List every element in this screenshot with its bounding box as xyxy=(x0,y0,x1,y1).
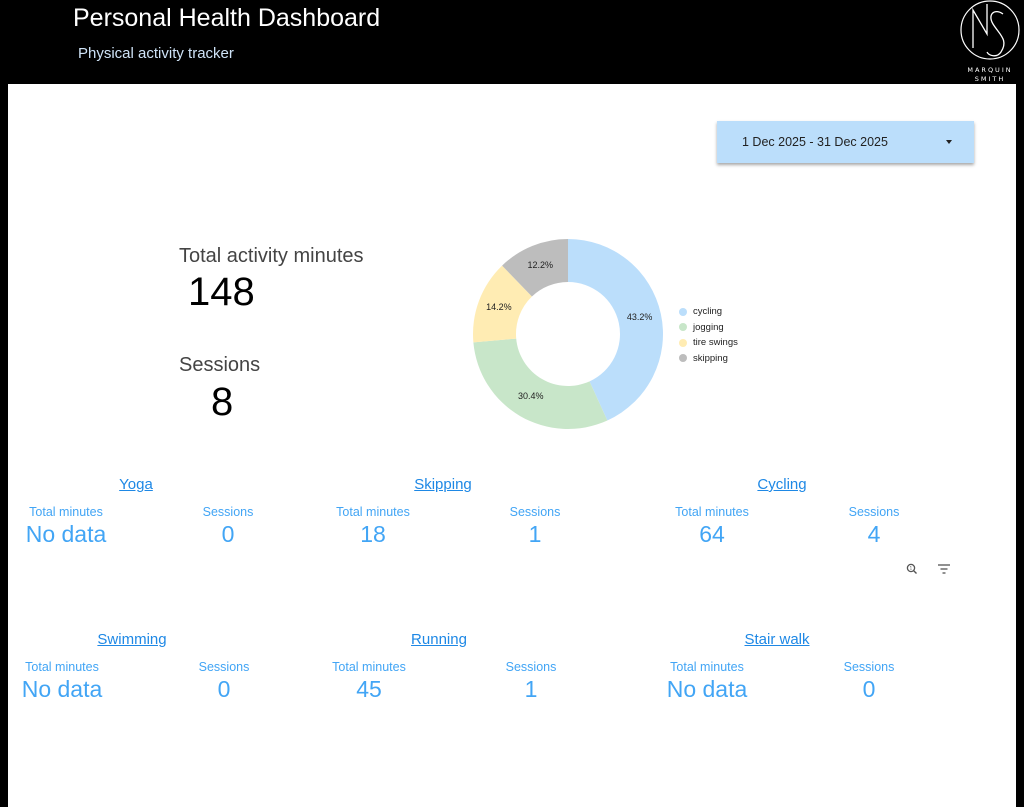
activity-title-link[interactable]: Swimming xyxy=(97,631,167,648)
minutes-value: No data xyxy=(21,676,103,702)
sessions-value: 0 xyxy=(862,676,876,702)
sessions-label: Sessions xyxy=(179,354,261,376)
sessions-column: Sessions 1 xyxy=(456,660,606,703)
slice-percent-label: 43.2% xyxy=(626,312,653,323)
minutes-label: Total minutes xyxy=(675,505,749,519)
slice-percent-label: 30.4% xyxy=(517,391,544,402)
minutes-label: Total minutes xyxy=(29,505,103,519)
sessions-value: 1 xyxy=(524,676,538,702)
donut-slice-tire-swings[interactable] xyxy=(473,265,532,343)
minutes-label: Total minutes xyxy=(25,660,99,674)
sessions-value: 1 xyxy=(528,521,542,547)
page-title: Personal Health Dashboard xyxy=(73,4,381,32)
activity-card: Yoga Total minutes No data Sessions 0 xyxy=(16,476,326,566)
total-minutes-value: 148 xyxy=(188,270,255,314)
filter-icon[interactable] xyxy=(937,563,951,575)
minutes-value: 18 xyxy=(360,521,386,547)
activity-card: Running Total minutes 45 Sessions 1 xyxy=(319,631,629,721)
zoom-icon[interactable]: 1 xyxy=(906,563,918,575)
minutes-value: 45 xyxy=(356,676,382,702)
activity-card: Swimming Total minutes No data Sessions 0 xyxy=(12,631,322,721)
sessions-label: Sessions xyxy=(198,660,250,674)
logo-text-line2: SMITH xyxy=(974,75,1006,83)
sessions-label: Sessions xyxy=(843,660,895,674)
activity-donut-chart[interactable] xyxy=(468,234,668,434)
minutes-value: No data xyxy=(666,676,748,702)
activity-title-link[interactable]: Running xyxy=(411,631,467,648)
total-minutes-label: Total activity minutes xyxy=(179,245,364,267)
activity-title-link[interactable]: Cycling xyxy=(757,476,807,493)
legend-item[interactable]: skipping xyxy=(679,351,738,367)
sessions-column: Sessions 1 xyxy=(460,505,610,548)
minutes-value: No data xyxy=(25,521,107,547)
minutes-column: Total minutes 18 xyxy=(298,505,448,548)
legend-item[interactable]: jogging xyxy=(679,320,738,336)
minutes-value: 64 xyxy=(699,521,725,547)
donut-slice-skipping[interactable] xyxy=(502,239,568,297)
sessions-column: Sessions 0 xyxy=(794,660,944,703)
page-subtitle: Physical activity tracker xyxy=(78,45,234,62)
legend-swatch xyxy=(679,307,687,316)
sessions-value: 0 xyxy=(217,676,231,702)
legend-item[interactable]: tire swings xyxy=(679,335,738,351)
minutes-column: Total minutes 64 xyxy=(637,505,787,548)
activity-title-link[interactable]: Skipping xyxy=(414,476,472,493)
slice-percent-label: 12.2% xyxy=(527,259,554,270)
minutes-label: Total minutes xyxy=(332,660,406,674)
activity-title-link[interactable]: Yoga xyxy=(119,476,153,493)
minutes-label: Total minutes xyxy=(670,660,744,674)
chevron-down-icon xyxy=(946,140,952,144)
activity-card: Cycling Total minutes 64 Sessions 4 xyxy=(662,476,972,566)
legend-item[interactable]: cycling xyxy=(679,304,738,320)
sessions-value: 0 xyxy=(221,521,235,547)
sessions-value: 8 xyxy=(211,380,234,424)
brand-logo: MARQUIN SMITH xyxy=(957,0,1023,84)
legend-label: tire swings xyxy=(693,337,738,349)
sessions-column: Sessions 0 xyxy=(153,505,303,548)
report-canvas: 1 Dec 2025 - 31 Dec 2025 Total activity … xyxy=(8,84,1016,807)
date-range-label: 1 Dec 2025 - 31 Dec 2025 xyxy=(742,135,888,149)
chart-legend: cycling jogging tire swings skipping xyxy=(679,304,738,366)
legend-swatch xyxy=(679,354,687,363)
sessions-label: Sessions xyxy=(509,505,561,519)
sessions-label: Sessions xyxy=(505,660,557,674)
minutes-column: Total minutes No data xyxy=(632,660,782,703)
sessions-column: Sessions 0 xyxy=(149,660,299,703)
sessions-column: Sessions 4 xyxy=(799,505,949,548)
activity-card: Stair walk Total minutes No data Sessions 0 xyxy=(657,631,967,721)
svg-text:1: 1 xyxy=(910,566,913,571)
minutes-column: Total minutes No data xyxy=(0,660,137,703)
donut-slice-cycling[interactable] xyxy=(568,239,663,421)
logo-monogram-icon xyxy=(960,0,1020,60)
donut-slice-jogging[interactable] xyxy=(473,338,608,429)
minutes-column: Total minutes 45 xyxy=(294,660,444,703)
legend-label: cycling xyxy=(693,306,723,318)
slice-percent-label: 14.2% xyxy=(486,302,512,313)
sessions-label: Sessions xyxy=(848,505,900,519)
legend-swatch xyxy=(679,338,687,347)
logo-text-line1: MARQUIN xyxy=(967,66,1013,74)
date-range-picker[interactable]: 1 Dec 2025 - 31 Dec 2025 xyxy=(717,121,974,163)
legend-swatch xyxy=(679,323,687,332)
minutes-column: Total minutes No data xyxy=(0,505,141,548)
sessions-value: 4 xyxy=(867,521,881,547)
minutes-label: Total minutes xyxy=(336,505,410,519)
legend-label: jogging xyxy=(693,321,724,333)
activity-card: Skipping Total minutes 18 Sessions 1 xyxy=(323,476,633,566)
legend-label: skipping xyxy=(693,352,728,364)
dashboard-header: Personal Health Dashboard Physical activ… xyxy=(0,0,1024,84)
sessions-label: Sessions xyxy=(202,505,254,519)
activity-title-link[interactable]: Stair walk xyxy=(744,631,810,648)
